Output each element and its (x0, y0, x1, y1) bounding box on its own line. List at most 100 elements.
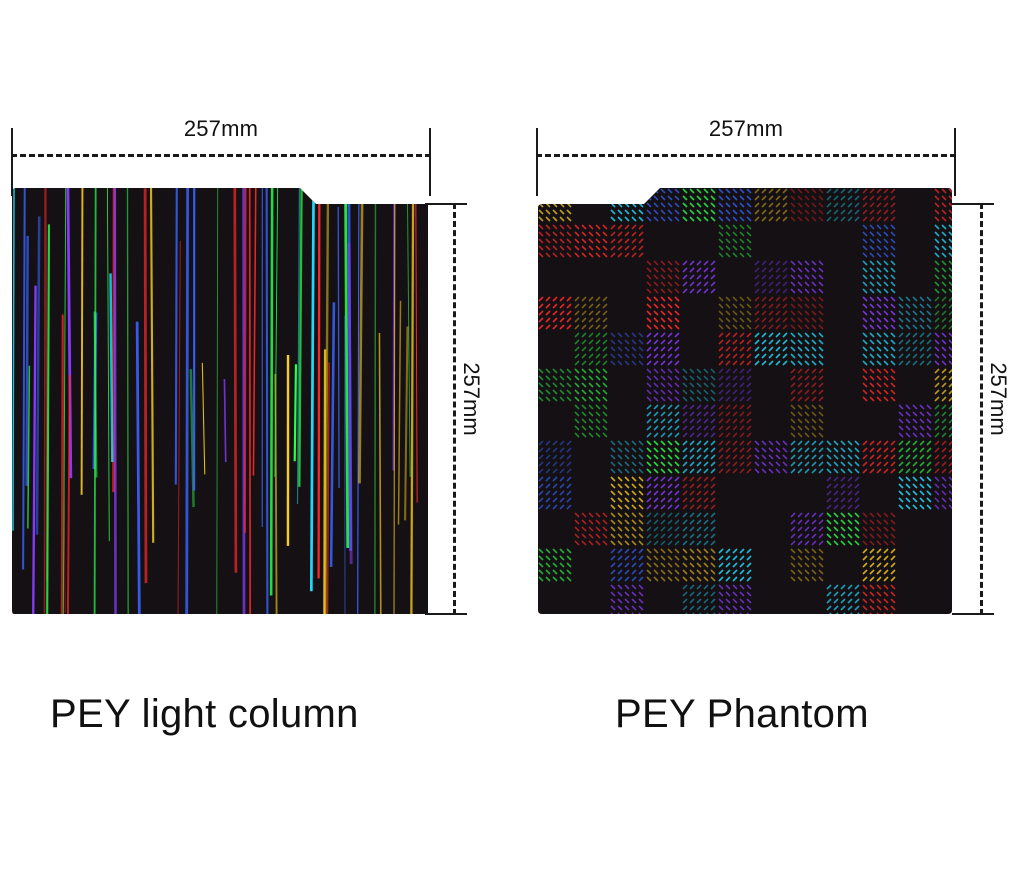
holo-tile (934, 296, 952, 330)
holo-tile (682, 404, 716, 438)
holo-tile (718, 332, 752, 366)
holo-tile (610, 332, 644, 366)
light-streak (174, 188, 178, 485)
light-streak (43, 188, 46, 614)
holo-tile (826, 188, 860, 222)
holo-tile (574, 224, 608, 258)
holo-tile (538, 296, 572, 330)
light-streak (415, 188, 418, 503)
holo-tile (862, 224, 896, 258)
holo-tile (790, 404, 824, 438)
holo-tile (538, 440, 572, 474)
light-streak (324, 193, 330, 614)
holo-tile (682, 512, 716, 546)
light-streak (323, 349, 327, 614)
light-streak (185, 188, 190, 614)
light-streak (93, 311, 98, 478)
dimension-dashed-line (536, 154, 956, 157)
light-streak (410, 188, 415, 614)
holo-tile (934, 440, 952, 474)
holo-tile (718, 440, 752, 474)
holo-tile (646, 188, 680, 222)
light-streak (393, 188, 396, 614)
light-streak (233, 188, 238, 573)
holo-tile (790, 512, 824, 546)
holo-tile (754, 260, 788, 294)
build-plate-image (536, 186, 956, 616)
holo-tile (934, 404, 952, 438)
height-label: 257mm (986, 362, 1011, 436)
height-label: 257mm (459, 362, 484, 436)
holo-tile (718, 548, 752, 582)
holo-tile (934, 224, 952, 258)
product-phantom: 257mm 257mm PEY Phantom (525, 0, 1023, 880)
light-streak (317, 188, 321, 579)
light-streak (135, 321, 141, 614)
dimension-tick (11, 128, 13, 196)
light-streak (293, 364, 298, 462)
holo-tile (934, 260, 952, 294)
width-label: 257mm (183, 116, 259, 141)
dimension-tick (425, 203, 467, 205)
holo-tile (574, 296, 608, 330)
holo-tile (862, 548, 896, 582)
holo-tile (790, 332, 824, 366)
holo-tile (862, 368, 896, 402)
holo-tile (646, 260, 680, 294)
holo-tile (718, 368, 752, 402)
holo-tile (646, 476, 680, 510)
holo-tile (754, 296, 788, 330)
holo-tile (898, 332, 932, 366)
light-streak (337, 206, 340, 488)
dimension-tick (429, 128, 431, 196)
light-streak (357, 188, 360, 614)
holo-tile (538, 224, 572, 258)
light-streak (27, 365, 31, 529)
build-plate-image (10, 186, 430, 616)
holo-tile (682, 188, 716, 222)
width-dimension: 257mm (536, 116, 956, 196)
holo-tile (682, 260, 716, 294)
light-streak (143, 188, 148, 584)
light-streak (374, 188, 377, 614)
holo-tile (862, 296, 896, 330)
light-streak (109, 273, 114, 463)
dimension-dashed-line (11, 154, 431, 157)
light-streak (252, 188, 257, 476)
height-dimension: 257mm (952, 203, 1012, 615)
holo-tile (646, 368, 680, 402)
holo-tile (862, 512, 896, 546)
holo-tile (574, 404, 608, 438)
light-streak (347, 243, 353, 565)
light-streak (309, 188, 315, 592)
holo-tile (862, 332, 896, 366)
light-streak (80, 188, 84, 495)
light-streak (298, 188, 303, 487)
holo-tile (934, 188, 952, 222)
holo-tile (574, 512, 608, 546)
light-streak (296, 188, 301, 505)
light-streak (223, 379, 227, 463)
plate-surface (12, 188, 428, 614)
light-streak (358, 188, 364, 484)
holo-tile (934, 332, 952, 366)
holo-tile (718, 188, 752, 222)
holo-tile (898, 476, 932, 510)
light-streak (25, 235, 29, 486)
holo-tile (898, 404, 932, 438)
holo-tile (790, 548, 824, 582)
holo-tile (610, 512, 644, 546)
light-streak (378, 332, 382, 614)
holo-tile (934, 476, 952, 510)
dimension-tick (952, 613, 994, 615)
holo-tile (754, 332, 788, 366)
width-label: 257mm (708, 116, 784, 141)
holo-tile (826, 476, 860, 510)
holo-tile (682, 440, 716, 474)
holo-tile (826, 440, 860, 474)
dimension-tick (536, 128, 538, 196)
dimension-dashed-line (453, 203, 456, 615)
holo-tile (610, 440, 644, 474)
holo-tile (790, 368, 824, 402)
light-streak (177, 240, 181, 614)
